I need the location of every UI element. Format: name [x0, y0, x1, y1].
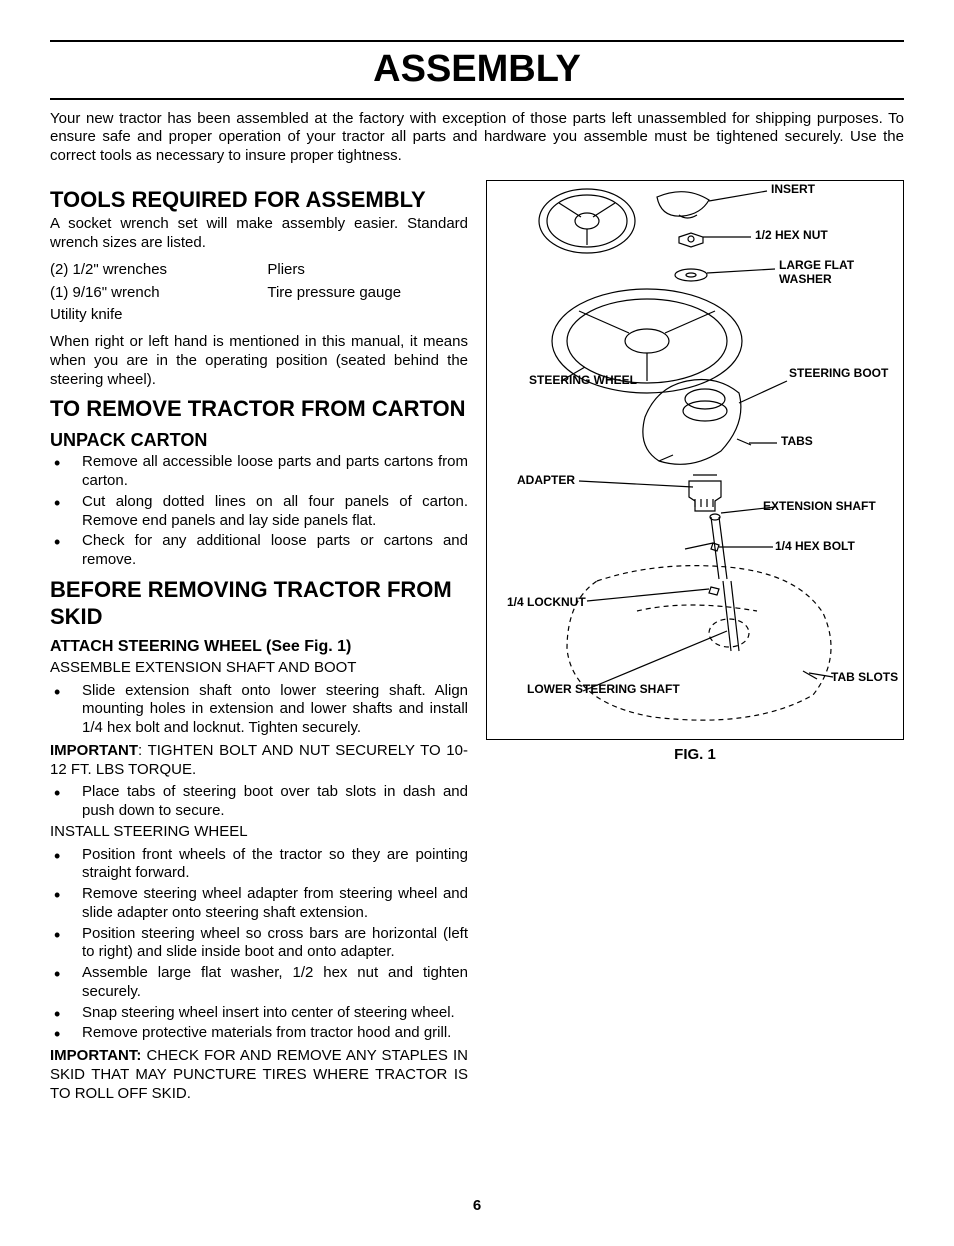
left-column: TOOLS REQUIRED FOR ASSEMBLY A socket wre…	[50, 180, 468, 1108]
important-label: IMPORTANT:	[50, 1047, 141, 1064]
label-ext-shaft: EXTENSION SHAFT	[763, 500, 876, 514]
intro-text: Your new tractor has been assembled at t…	[50, 110, 904, 166]
page-number: 6	[50, 1197, 904, 1216]
important-1: IMPORTANT: TIGHTEN BOLT AND NUT SECURELY…	[50, 742, 468, 780]
tools-intro: A socket wrench set will make assembly e…	[50, 215, 468, 253]
list-item: Remove steering wheel adapter from steer…	[50, 885, 468, 923]
tools-note: When right or left hand is mentioned in …	[50, 333, 468, 389]
label-lower-shaft: LOWER STEERING SHAFT	[527, 683, 680, 697]
assemble-shaft-list: Slide extension shaft onto lower steerin…	[50, 682, 468, 738]
install-wheel-title: INSTALL STEERING WHEEL	[50, 823, 468, 842]
label-adapter: ADAPTER	[517, 474, 575, 488]
tools-list: (2) 1/2" wrenches (1) 9/16" wrench Utili…	[50, 259, 468, 327]
list-item: Cut along dotted lines on all four panel…	[50, 493, 468, 531]
boot-list: Place tabs of steering boot over tab slo…	[50, 783, 468, 821]
list-item: Remove protective materials from tractor…	[50, 1024, 468, 1043]
label-hexnut: 1/2 HEX NUT	[755, 229, 828, 243]
list-item: Snap steering wheel insert into center o…	[50, 1004, 468, 1023]
label-washer: LARGE FLAT WASHER	[779, 259, 903, 287]
label-hexbolt: 1/4 HEX BOLT	[775, 540, 855, 554]
two-column-layout: TOOLS REQUIRED FOR ASSEMBLY A socket wre…	[50, 180, 904, 1108]
list-item: Position front wheels of the tractor so …	[50, 846, 468, 884]
list-item: Place tabs of steering boot over tab slo…	[50, 783, 468, 821]
important-2: IMPORTANT: CHECK FOR AND REMOVE ANY STAP…	[50, 1047, 468, 1103]
important-label: IMPORTANT	[50, 742, 138, 759]
list-item: Position steering wheel so cross bars ar…	[50, 925, 468, 963]
label-insert: INSERT	[771, 183, 815, 197]
list-item: Remove all accessible loose parts and pa…	[50, 453, 468, 491]
figure-caption: FIG. 1	[486, 746, 904, 765]
remove-heading: TO REMOVE TRACTOR FROM CARTON	[50, 395, 468, 423]
before-heading: BEFORE REMOVING TRACTOR FROM SKID	[50, 576, 468, 631]
tool-item: Utility knife	[50, 304, 267, 327]
label-locknut: 1/4 LOCKNUT	[507, 596, 586, 610]
list-item: Assemble large flat washer, 1/2 hex nut …	[50, 964, 468, 1002]
list-item: Check for any additional loose parts or …	[50, 532, 468, 570]
assemble-shaft-title: ASSEMBLE EXTENSION SHAFT AND BOOT	[50, 659, 468, 678]
list-item: Slide extension shaft onto lower steerin…	[50, 682, 468, 738]
label-steering-boot: STEERING BOOT	[789, 367, 888, 381]
unpack-heading: UNPACK CARTON	[50, 429, 468, 452]
right-column: INSERT 1/2 HEX NUT LARGE FLAT WASHER STE…	[486, 180, 904, 1108]
tools-heading: TOOLS REQUIRED FOR ASSEMBLY	[50, 186, 468, 214]
unpack-list: Remove all accessible loose parts and pa…	[50, 453, 468, 570]
label-steering-wheel: STEERING WHEEL	[529, 374, 637, 388]
tool-item: (2) 1/2" wrenches	[50, 259, 267, 282]
tool-item: Pliers	[267, 259, 468, 282]
install-wheel-list: Position front wheels of the tractor so …	[50, 846, 468, 1044]
label-tabs: TABS	[781, 435, 813, 449]
page-title: ASSEMBLY	[50, 40, 904, 100]
tool-item: Tire pressure gauge	[267, 282, 468, 305]
tool-item: (1) 9/16" wrench	[50, 282, 267, 305]
label-tab-slots: TAB SLOTS	[831, 671, 898, 685]
figure-1-box: INSERT 1/2 HEX NUT LARGE FLAT WASHER STE…	[486, 180, 904, 740]
attach-heading: ATTACH STEERING WHEEL (See Fig. 1)	[50, 637, 468, 657]
